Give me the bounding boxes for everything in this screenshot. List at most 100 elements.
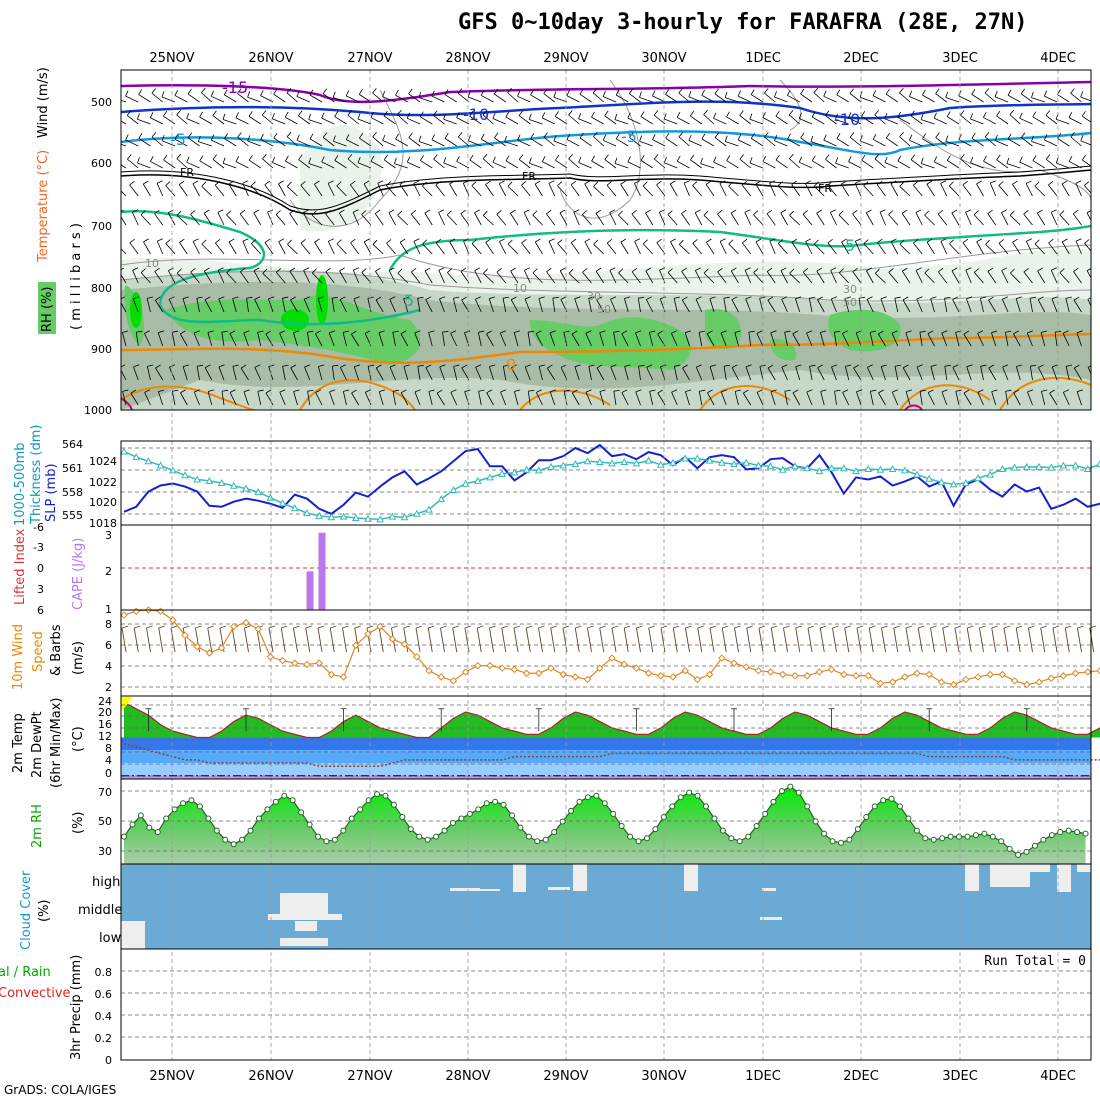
cape-ytick-left: -6 [33,521,44,534]
wind-barb-flag [753,268,759,273]
wind-barb-flag [1012,238,1018,243]
wind-barb-flag [1019,156,1023,163]
wind-barb-flag [235,112,239,119]
wind-barb-10m [917,627,923,653]
wind-barb [884,162,898,169]
wind-barb-flag [133,296,139,300]
wind-barb [802,271,813,284]
wind-barb-flag [618,268,624,274]
wind-barb-flag [885,132,891,139]
rh-point [593,792,600,799]
wind-barb [753,214,764,226]
wind-barb-flag [640,155,645,161]
wind-barb-flag [723,296,730,299]
rh-point [441,827,448,834]
wind-barb-flag [1019,112,1023,119]
wind-barb [744,212,752,226]
wind-barb [486,392,494,406]
thickness-point [656,460,665,468]
wind-barb-flag [849,88,854,94]
wind-barb-flag [329,389,336,393]
wind-barb-flag [915,209,922,213]
wind-barb-flag [1016,364,1023,367]
wind-barb-flag [1059,268,1065,273]
wind-barb-flag [1045,154,1051,160]
wind-barb-flag [176,268,182,274]
wind-barb-flag [1068,112,1073,118]
wind-barb-flag [838,268,844,274]
wind-barb [670,333,678,347]
wind-barb-flag [842,389,849,393]
wind-barb-10m-flag [758,625,766,629]
wind-barb-flag [845,364,852,367]
wind-barb [370,160,384,169]
wind-barb [915,270,923,284]
wind-barb [830,298,837,313]
wind-barb-flag [620,180,626,185]
wind-barb-flag [334,111,339,117]
wind-barb [741,184,752,197]
wind-barb-10m-flag [526,625,533,629]
wind-barb [840,183,850,197]
wind-barb [591,160,604,169]
rh-point [154,829,161,836]
wind-barb-flag [413,238,420,242]
wind-barb-flag [339,296,346,300]
wind-barb-flag [186,112,190,119]
wind-speed-point [510,665,519,674]
wind-speed-point [486,661,494,670]
wind-barb-flag [695,296,702,300]
wind-barb [849,136,862,147]
wind-barb [300,242,311,255]
wind-barb [717,271,727,284]
wind-barb-flag [1002,296,1008,300]
wind-barb-flag [877,180,883,185]
wind-barb [737,95,751,103]
wind-barb [570,242,580,255]
wind-barb-flag [420,155,424,161]
wind-barb [706,242,715,255]
wind-barb [616,138,629,147]
wind-barb-flag [1084,239,1090,244]
wind-barb-flag [724,135,728,142]
temp-contour [121,385,256,410]
wind-barb [135,332,139,347]
wind-barb-flag [800,132,805,139]
wind-barb-flag [125,134,129,141]
wind-barb-flag [406,112,411,119]
wind-barb [615,94,629,103]
wind-barb-flag [660,364,667,368]
wind-barb-flag [1051,296,1058,300]
thickness-point [522,465,531,473]
wind-speed-point [901,673,909,681]
wind-barb [602,96,617,103]
wind-barb [945,97,960,103]
rh-shade-green [705,309,741,350]
slp-ytick-right: 1018 [89,517,117,530]
wind-barb-flag [606,181,612,186]
wind-barb [695,299,703,313]
wind-barb-flag [627,112,631,119]
wind-barb [199,116,212,125]
wind-barb [742,392,752,406]
wind-barb [560,367,568,381]
wind-barb-flag [1020,132,1026,138]
thickness-point [144,457,153,465]
wind-barb-10m-flag [477,625,484,629]
wind-barb-flag [841,238,847,243]
wind-barb-flag [1038,364,1044,368]
wind-barb-flag [192,238,199,242]
wind-barb [726,116,739,125]
wind-barb [529,162,543,169]
wind-barb-flag [726,111,730,117]
wind-speed-point [169,616,177,624]
wind-barb-10m-flag [146,625,153,629]
wind-barb [267,211,274,226]
wind-barb-flag [496,268,502,273]
wind-barb-flag [541,112,546,119]
wind-barb-flag [237,88,242,94]
thickness-point [412,509,421,517]
wind-barb-flag [192,180,199,184]
thickness-point [461,479,470,487]
wind-barb [996,159,1009,169]
